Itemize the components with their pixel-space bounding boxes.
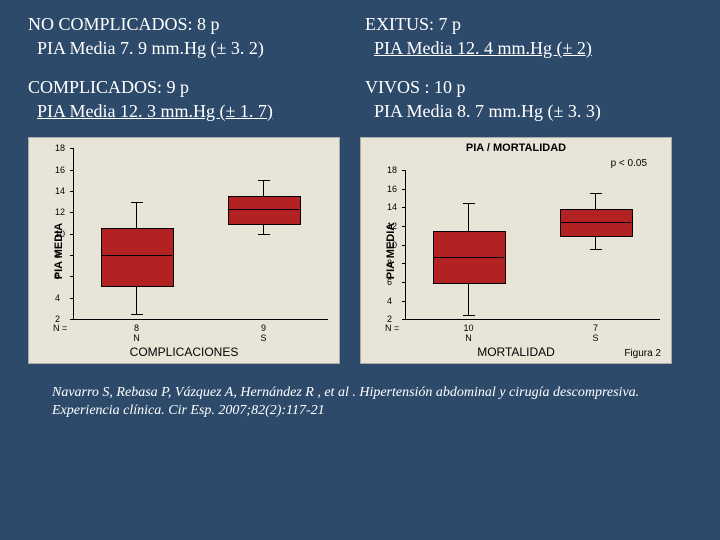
exitus-title: EXITUS: 7 p	[365, 14, 461, 34]
chart-mortalidad: PIA / MORTALIDADp < 0.05PIA MEDIAMORTALI…	[360, 137, 672, 364]
y-tick: 2	[387, 314, 669, 324]
vivos-value: PIA Media 8. 7 mm.Hg (± 3. 3)	[374, 101, 601, 121]
y-tick: 4	[387, 296, 669, 306]
whisker	[468, 282, 469, 315]
group-line-1: NO COMPLICADOS: 8 p EXITUS: 7 p PIA Medi…	[28, 12, 692, 61]
whisker	[136, 285, 137, 314]
whisker-cap	[463, 203, 475, 204]
whisker	[595, 193, 596, 209]
x-axis-label: COMPLICACIONES	[130, 345, 239, 359]
exitus-value: PIA Media 12. 4 mm.Hg (± 2)	[374, 38, 592, 58]
y-tick: 16	[387, 184, 669, 194]
whisker-cap	[463, 315, 475, 316]
x-tick-n: 10	[463, 323, 473, 333]
x-tick-cat: S	[592, 333, 598, 343]
y-tick: 10	[387, 240, 669, 250]
chart-complicaciones: PIA MEDIACOMPLICACIONES24681012141618N =…	[28, 137, 340, 364]
complicados-value: PIA Media 12. 3 mm.Hg (± 1. 7)	[37, 101, 273, 121]
x-tick-n: 8	[134, 323, 139, 333]
whisker-cap	[590, 249, 602, 250]
vivos-title: VIVOS : 10 p	[365, 77, 466, 97]
y-tick: 8	[55, 250, 337, 260]
box	[101, 228, 174, 287]
median-line	[228, 209, 299, 210]
whisker	[468, 203, 469, 231]
complicados-title: COMPLICADOS: 9 p	[28, 77, 189, 97]
median-line	[433, 257, 504, 258]
y-tick: 10	[55, 229, 337, 239]
whisker-cap	[590, 193, 602, 194]
whisker	[595, 235, 596, 249]
whisker-cap	[258, 180, 270, 181]
y-tick: 6	[387, 277, 669, 287]
x-tick-n: 9	[261, 323, 266, 333]
y-tick: 18	[55, 143, 337, 153]
box	[228, 196, 301, 225]
whisker-cap	[258, 234, 270, 235]
x-tick-cat: S	[260, 333, 266, 343]
figure-label: Figura 2	[624, 348, 661, 359]
y-tick: 16	[55, 165, 337, 175]
whisker	[136, 202, 137, 229]
median-line	[560, 222, 631, 223]
no-complicados-value: PIA Media 7. 9 mm.Hg (± 3. 2)	[37, 38, 264, 58]
y-tick: 4	[55, 293, 337, 303]
x-axis-label: MORTALIDAD	[477, 345, 555, 359]
whisker-cap	[131, 314, 143, 315]
n-equals-label: N =	[53, 323, 67, 333]
y-tick: 2	[55, 314, 337, 324]
y-tick: 14	[55, 186, 337, 196]
no-complicados-title: NO COMPLICADOS: 8 p	[28, 14, 220, 34]
x-tick-n: 7	[593, 323, 598, 333]
whisker	[263, 180, 264, 196]
chart-title: PIA / MORTALIDAD	[466, 142, 566, 154]
x-tick-cat: N	[133, 333, 140, 343]
group-line-2: COMPLICADOS: 9 p VIVOS : 10 p PIA Media …	[28, 75, 692, 124]
median-line	[101, 255, 172, 256]
x-tick-cat: N	[465, 333, 472, 343]
y-tick: 18	[387, 165, 669, 175]
citation: Navarro S, Rebasa P, Vázquez A, Hernánde…	[28, 384, 692, 420]
box	[560, 209, 633, 237]
n-equals-label: N =	[385, 323, 399, 333]
y-tick: 8	[387, 258, 669, 268]
whisker-cap	[131, 202, 143, 203]
y-tick: 6	[55, 271, 337, 281]
